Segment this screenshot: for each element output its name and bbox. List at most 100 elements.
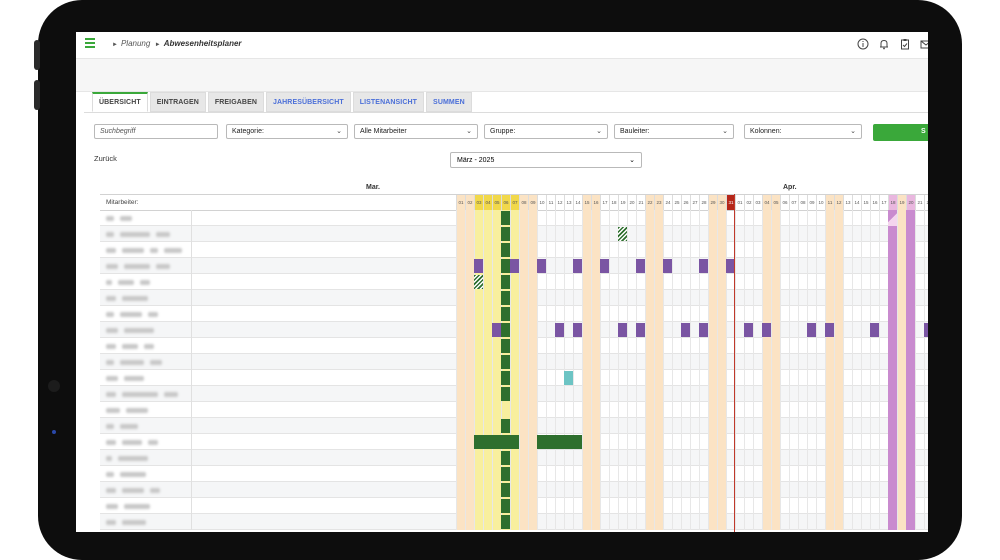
day-cell[interactable] [924,290,928,306]
day-cell[interactable] [519,498,528,514]
day-cell[interactable] [852,226,861,242]
day-cell[interactable] [483,466,492,482]
day-cell[interactable] [717,226,726,242]
absence-entry-magenta[interactable] [906,370,915,386]
day-cell[interactable] [528,226,537,242]
day-cell[interactable] [582,210,591,226]
day-cell[interactable] [852,322,861,338]
day-cell[interactable] [753,418,762,434]
day-cell[interactable] [645,242,654,258]
day-cell[interactable] [582,466,591,482]
day-cell[interactable] [483,498,492,514]
day-cell[interactable] [465,242,474,258]
day-cell[interactable] [663,290,672,306]
day-cell[interactable] [681,258,690,274]
day-cell[interactable] [519,466,528,482]
day-cell[interactable] [573,338,582,354]
day-cell[interactable] [555,290,564,306]
day-cell[interactable] [672,290,681,306]
day-cell[interactable] [600,226,609,242]
day-cell[interactable] [681,498,690,514]
day-cell[interactable] [510,418,519,434]
day-cell[interactable] [564,338,573,354]
back-link[interactable]: Zurück [94,154,117,163]
day-cell[interactable] [789,210,798,226]
day-cell[interactable] [708,242,717,258]
day-cell[interactable] [717,514,726,530]
day-cell[interactable] [825,450,834,466]
day-cell[interactable] [699,370,708,386]
day-cell[interactable] [762,338,771,354]
day-cell[interactable] [519,210,528,226]
employee-row[interactable] [100,418,928,434]
day-cell[interactable] [879,290,888,306]
day-cell[interactable] [762,274,771,290]
day-cell[interactable] [771,354,780,370]
absence-entry-magenta[interactable] [888,354,897,370]
day-cell[interactable] [753,450,762,466]
day-cell[interactable] [708,306,717,322]
absence-entry-magenta[interactable] [888,210,897,226]
day-cell[interactable] [681,306,690,322]
day-cell[interactable] [645,258,654,274]
absence-entry-magenta[interactable] [906,306,915,322]
day-cell[interactable] [645,482,654,498]
day-cell[interactable] [753,210,762,226]
day-cell[interactable] [627,466,636,482]
day-cell[interactable] [717,418,726,434]
day-cell[interactable] [672,226,681,242]
day-cell[interactable] [609,450,618,466]
absence-entry-purple[interactable] [510,259,519,273]
day-cell[interactable] [861,482,870,498]
day-cell[interactable] [834,498,843,514]
day-cell[interactable] [591,242,600,258]
day-cell[interactable] [879,402,888,418]
day-cell[interactable] [555,306,564,322]
day-cell[interactable] [600,450,609,466]
day-cell[interactable] [825,514,834,530]
day-cell[interactable] [825,386,834,402]
day-cell[interactable] [726,226,735,242]
day-cell[interactable] [861,354,870,370]
day-cell[interactable] [672,402,681,418]
day-cell[interactable] [735,498,744,514]
day-cell[interactable] [762,290,771,306]
day-cell[interactable] [600,370,609,386]
day-cell[interactable] [897,514,906,530]
day-cell[interactable] [663,418,672,434]
day-cell[interactable] [924,482,928,498]
day-cell[interactable] [861,322,870,338]
day-cell[interactable] [555,354,564,370]
day-cell[interactable] [474,322,483,338]
day-cell[interactable] [726,274,735,290]
breadcrumb-item-planung[interactable]: Planung [120,39,151,48]
day-cell[interactable] [879,386,888,402]
day-cell[interactable] [573,354,582,370]
day-cell[interactable] [852,210,861,226]
day-cell[interactable] [717,290,726,306]
day-cell[interactable] [627,450,636,466]
day-cell[interactable] [456,466,465,482]
day-cell[interactable] [753,402,762,418]
employee-name-cell[interactable] [100,306,192,322]
day-cell[interactable] [852,242,861,258]
day-cell[interactable] [807,226,816,242]
absence-entry-purple[interactable] [537,259,546,273]
day-cell[interactable] [483,482,492,498]
absence-entry-green[interactable] [501,323,510,337]
day-cell[interactable] [519,418,528,434]
day-cell[interactable] [465,258,474,274]
day-cell[interactable] [663,402,672,418]
day-cell[interactable] [879,210,888,226]
employee-name-cell[interactable] [100,434,192,450]
day-cell[interactable] [483,386,492,402]
day-cell[interactable] [879,354,888,370]
employee-row[interactable] [100,210,928,226]
day-cell[interactable] [591,498,600,514]
day-cell[interactable] [555,226,564,242]
day-cell[interactable] [672,434,681,450]
day-cell[interactable] [879,514,888,530]
day-cell[interactable] [807,306,816,322]
day-cell[interactable] [537,290,546,306]
employee-row[interactable] [100,434,928,450]
